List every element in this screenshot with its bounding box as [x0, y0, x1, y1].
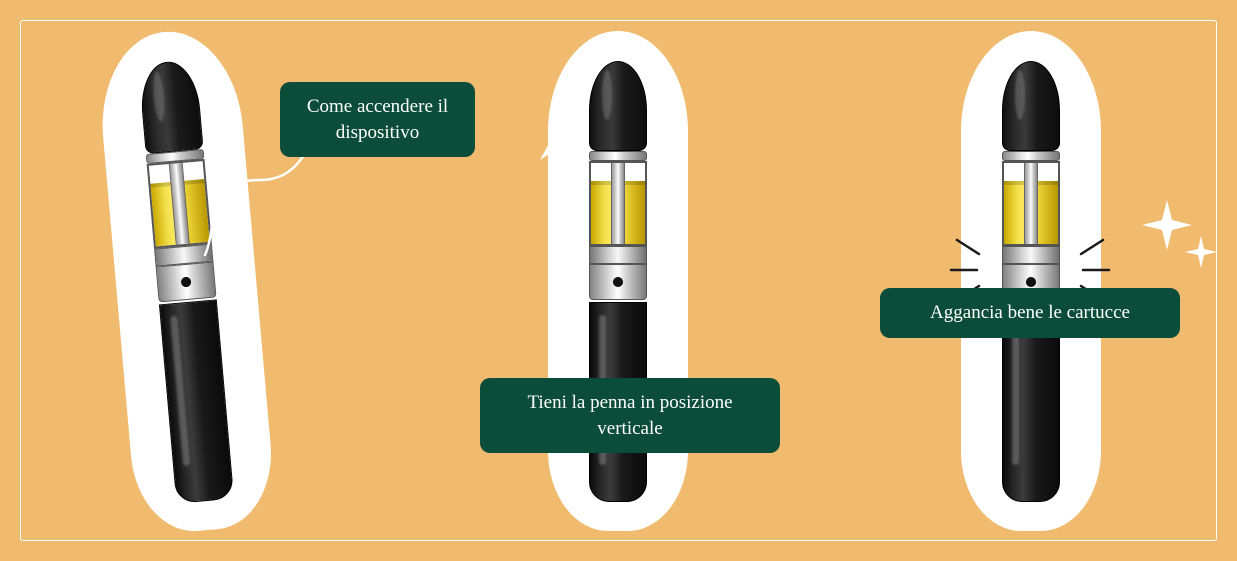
pen-stem [611, 163, 625, 244]
step-label-1: Come accendere il dispositivo [280, 82, 475, 157]
pen-button-dot [180, 276, 191, 287]
step-label-3: Aggancia bene le cartucce [880, 288, 1180, 338]
pen-mouthpiece [1002, 61, 1060, 151]
pen-cartridge [1002, 161, 1060, 246]
pen-band [589, 246, 647, 264]
pen-button-dot [613, 277, 623, 287]
pen-mouthpiece [589, 61, 647, 151]
step-panel-2 [412, 0, 824, 561]
infographic-canvas: Come accendere il dispositivo Tieni la p… [0, 0, 1237, 561]
pen-band [1002, 246, 1060, 264]
pen-base-ring [155, 261, 216, 302]
step-panel-3 [825, 0, 1237, 561]
pen-base-ring [589, 264, 647, 300]
step-label-2: Tieni la penna in posizione verticale [480, 378, 780, 453]
vape-pen-illustration [971, 41, 1091, 521]
pen-cartridge [589, 161, 647, 246]
sparkles-icon [1135, 192, 1225, 282]
pen-mouthpiece [137, 59, 203, 154]
pen-collar [1002, 151, 1060, 161]
pen-button-dot [1026, 277, 1036, 287]
vape-pen [1002, 61, 1060, 501]
pen-stem [1024, 163, 1038, 244]
pen-collar [589, 151, 647, 161]
vape-pen-illustration [105, 36, 266, 525]
pen-cartridge [146, 158, 211, 248]
